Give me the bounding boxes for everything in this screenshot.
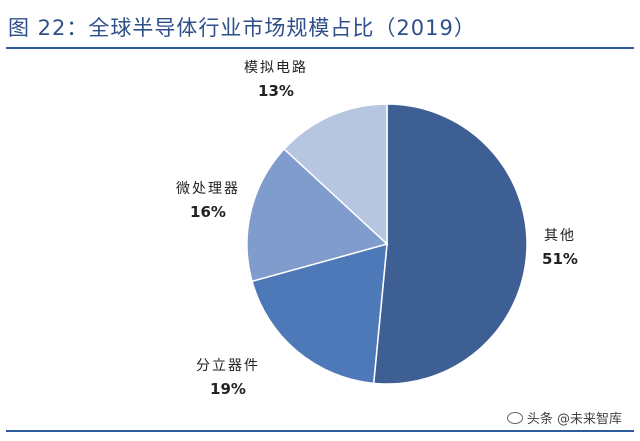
pie-slice	[372, 103, 528, 385]
pie-slice	[246, 147, 389, 283]
watermark-icon	[506, 411, 523, 424]
slice-label: 模拟电路	[244, 60, 308, 76]
title-divider	[6, 47, 634, 49]
watermark: 头条 @未来智库	[506, 408, 622, 427]
slice-percent-label: 51%	[542, 250, 578, 268]
slice-label: 分立器件	[196, 358, 260, 374]
slice-percent-label: 16%	[190, 203, 226, 221]
slice-percent-label: 19%	[210, 380, 246, 398]
pie-slice	[251, 242, 388, 385]
bottom-divider	[6, 430, 634, 432]
slice-label: 其他	[544, 228, 576, 244]
slice-percent-label: 13%	[258, 82, 294, 100]
chart-title: 图 22：全球半导体行业市场规模占比（2019）	[8, 16, 476, 40]
watermark-text: 头条 @未来智库	[526, 412, 622, 427]
slice-label: 微处理器	[176, 181, 240, 197]
pie-slice	[283, 103, 388, 246]
